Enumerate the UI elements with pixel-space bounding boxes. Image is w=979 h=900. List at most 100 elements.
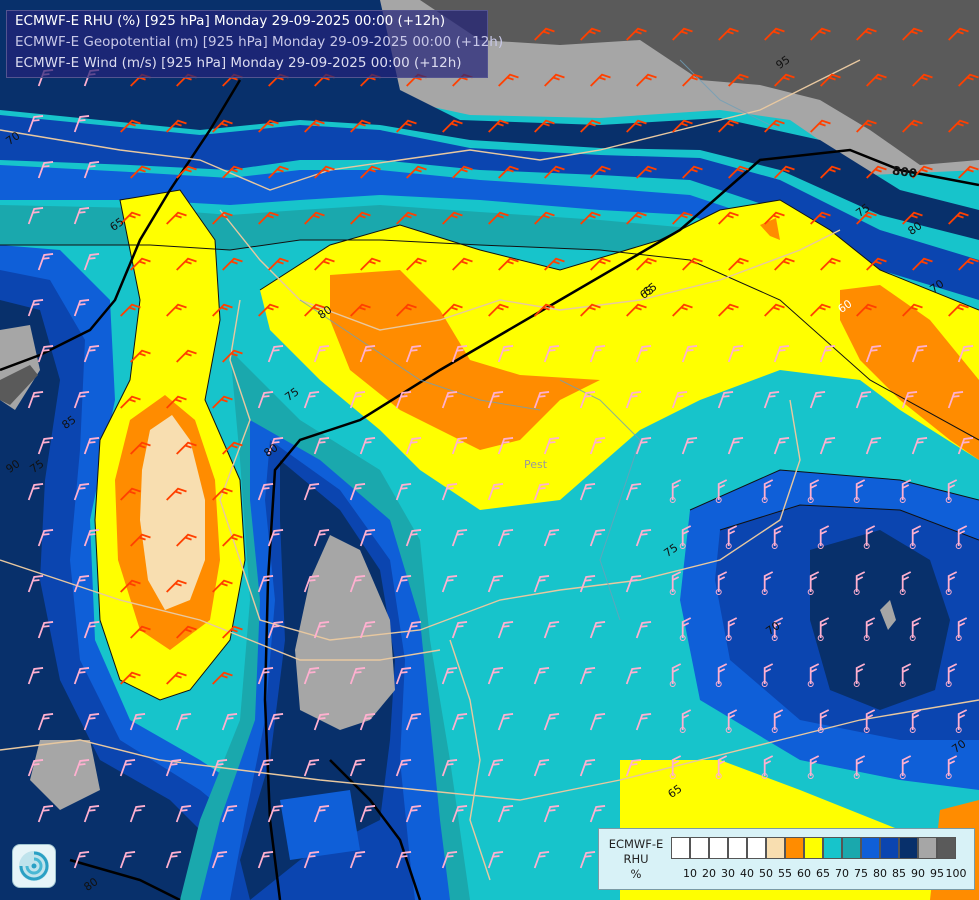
wind-barb (807, 755, 820, 779)
wind-barb (589, 437, 606, 455)
wind-barb (807, 663, 820, 687)
map-title-panel: ECMWF-E RHU (%) [925 hPa] Monday 29-09-2… (6, 10, 503, 78)
wind-barb (810, 119, 831, 133)
wind-barb (715, 663, 728, 687)
wind-barb (129, 713, 146, 731)
legend-title: ECMWF-E RHU % (608, 837, 664, 881)
legend-tick-label: 50 (759, 867, 773, 880)
wind-barb (728, 73, 749, 87)
wind-barb (212, 487, 233, 501)
wind-barb (819, 345, 836, 363)
wind-barb (863, 617, 876, 641)
wind-barb (350, 211, 371, 225)
wind-barb (452, 165, 473, 179)
wind-barb (166, 119, 187, 133)
wind-barb (166, 211, 187, 225)
wind-barb (534, 303, 555, 317)
wind-barb (589, 345, 606, 363)
wind-barb (304, 303, 325, 317)
wind-barb (727, 437, 744, 455)
wind-barb (863, 525, 876, 549)
legend-swatch (747, 837, 766, 859)
legend-swatch (918, 837, 937, 859)
wind-barb (488, 211, 509, 225)
wind-barb (130, 533, 151, 547)
wind-barb (73, 851, 90, 869)
logo-icon (12, 844, 56, 888)
wind-barb (856, 211, 877, 225)
wind-barb (441, 391, 458, 409)
wind-barb (543, 713, 560, 731)
wind-barb (451, 529, 468, 547)
wind-barb (866, 257, 887, 271)
wind-barb (761, 663, 774, 687)
wind-barb (166, 579, 187, 593)
color-legend: ECMWF-E RHU % 10 20 30 40 50 55 60 65 70 75 80 85 90… (598, 828, 975, 890)
wind-barb (349, 759, 366, 777)
wind-barb (120, 579, 141, 593)
legend-tick-label: 95 (930, 867, 944, 880)
wind-barb (221, 713, 238, 731)
wind-barb (865, 437, 882, 455)
wind-barb (533, 483, 550, 501)
wind-barb (579, 575, 596, 593)
wind-barb (636, 257, 657, 271)
wind-barb (682, 257, 703, 271)
wind-barb (349, 391, 366, 409)
wind-barb (130, 165, 151, 179)
wind-barb (809, 391, 826, 409)
wind-barb (257, 575, 274, 593)
legend-swatch (690, 837, 709, 859)
wind-barb (853, 571, 866, 595)
wind-barb (83, 345, 100, 363)
wind-barb (679, 709, 692, 733)
wind-barb (773, 437, 790, 455)
legend-tick-label: 90 (911, 867, 925, 880)
wind-barb (303, 575, 320, 593)
wind-barb (267, 529, 284, 547)
wind-barb (83, 713, 100, 731)
wind-barb (901, 391, 918, 409)
wind-barb (579, 667, 596, 685)
wind-barb (534, 211, 555, 225)
wind-barb (314, 165, 335, 179)
wind-barb (866, 165, 887, 179)
wind-barb (635, 621, 652, 639)
wind-barb (83, 253, 100, 271)
wind-barb (579, 483, 596, 501)
wind-barb (120, 671, 141, 685)
wind-barb (911, 437, 928, 455)
legend-tick-label: 30 (721, 867, 735, 880)
wind-barb (303, 851, 320, 869)
wind-barb (718, 211, 739, 225)
wind-barb (222, 257, 243, 271)
wind-barb (761, 479, 774, 503)
wind-barb (763, 391, 780, 409)
wind-barb (958, 73, 979, 87)
wind-barb (764, 27, 785, 41)
wind-barb (267, 345, 284, 363)
wind-barb (957, 437, 974, 455)
wind-barb (119, 759, 136, 777)
wind-barb (176, 165, 197, 179)
wind-barb (27, 207, 44, 225)
wind-barb (267, 437, 284, 455)
wind-barb (771, 525, 784, 549)
wind-barb (27, 483, 44, 501)
wind-barb (955, 617, 968, 641)
wind-barb (807, 571, 820, 595)
wind-barb (497, 621, 514, 639)
wind-barb (395, 391, 412, 409)
wind-barb (83, 805, 100, 823)
wind-barb (672, 303, 693, 317)
wind-barb (405, 437, 422, 455)
wind-barb (544, 73, 565, 87)
wind-barb (221, 805, 238, 823)
wind-barb (945, 663, 958, 687)
wind-barb (442, 119, 463, 133)
legend-swatch (766, 837, 785, 859)
wind-barb (669, 479, 682, 503)
wind-barb (682, 165, 703, 179)
wind-barb (817, 617, 830, 641)
wind-barb (625, 667, 642, 685)
